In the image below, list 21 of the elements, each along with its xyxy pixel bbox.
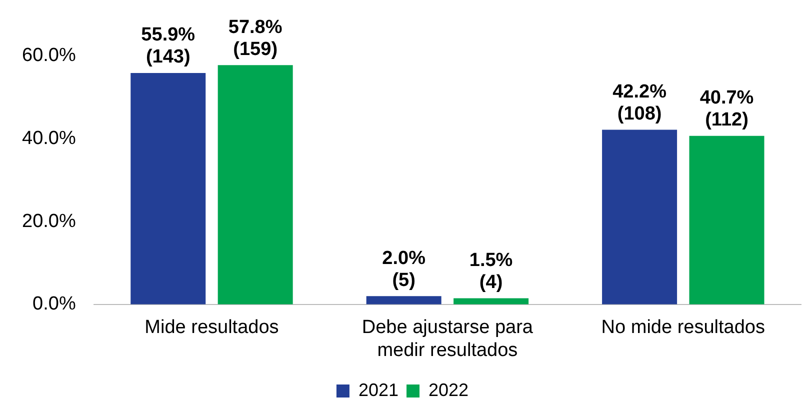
bar bbox=[602, 130, 678, 304]
y-tick-label: 40.0% bbox=[22, 128, 76, 150]
x-tick-label: Debe ajustarse para medir resultados bbox=[362, 317, 534, 361]
data-label: 2.0% (5) bbox=[382, 248, 426, 291]
y-tick-label: 60.0% bbox=[22, 45, 76, 66]
y-tick-label: 20.0% bbox=[22, 210, 76, 232]
data-label: 42.2% (108) bbox=[612, 81, 667, 124]
legend-label: 2021 bbox=[358, 380, 399, 400]
legend-label: 2022 bbox=[428, 380, 469, 400]
data-label: 55.9% (143) bbox=[141, 24, 196, 68]
data-label: 40.7% (112) bbox=[700, 88, 754, 131]
bar bbox=[218, 65, 293, 304]
data-label: 57.8% (159) bbox=[228, 16, 282, 60]
bar bbox=[366, 296, 442, 304]
bar bbox=[454, 298, 529, 304]
bar bbox=[130, 72, 206, 304]
bar bbox=[689, 136, 764, 304]
x-tick-label: No mide resultados bbox=[601, 317, 765, 338]
x-tick-label: Mide resultados bbox=[144, 317, 279, 338]
data-label: 1.5% (4) bbox=[469, 250, 513, 293]
y-tick-label: 0.0% bbox=[32, 294, 76, 315]
